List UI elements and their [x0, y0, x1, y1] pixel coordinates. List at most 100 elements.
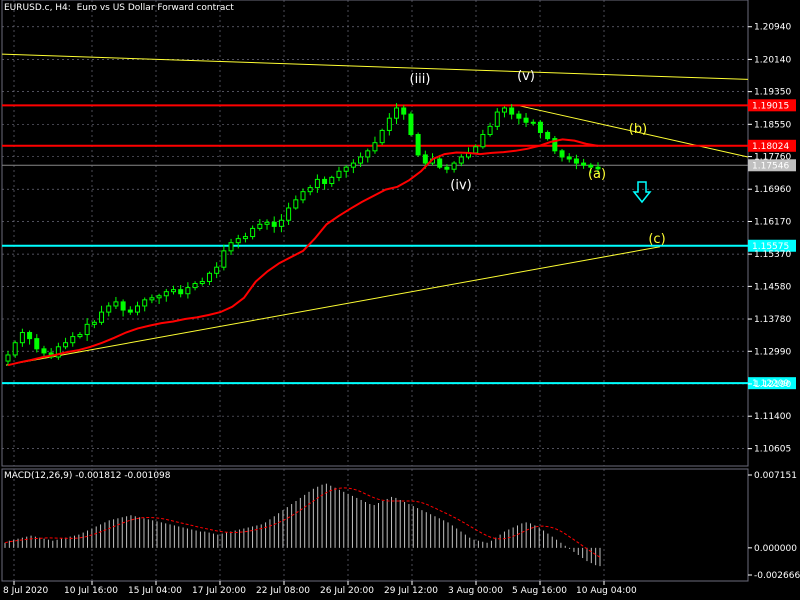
- candle: [408, 111, 414, 137]
- candle-body: [494, 111, 500, 127]
- candle: [480, 129, 486, 149]
- candle: [199, 277, 205, 286]
- wave-label: (v): [517, 69, 535, 84]
- candle-body: [278, 219, 284, 227]
- candle-body: [84, 323, 90, 336]
- candle-body: [350, 162, 356, 168]
- candle: [458, 154, 464, 167]
- candle-body: [206, 272, 212, 282]
- candle: [63, 337, 69, 350]
- candle: [278, 214, 284, 233]
- candle: [55, 342, 61, 360]
- time-tick-label: 8 Jul 2020: [3, 586, 48, 596]
- candle-body: [250, 227, 256, 238]
- time-tick-label: 22 Jul 08:00: [256, 586, 310, 596]
- candle-body: [63, 342, 69, 348]
- candle-body: [293, 199, 299, 209]
- candle: [156, 293, 162, 304]
- arrow-shape: [632, 181, 652, 204]
- level-label-bg: [748, 139, 796, 152]
- candle: [581, 158, 587, 169]
- candle-body: [437, 158, 443, 168]
- candle-body: [286, 207, 292, 221]
- candle: [264, 219, 270, 230]
- moving-average: [7, 138, 599, 367]
- candle: [91, 320, 97, 329]
- time-tick-label: 10 Aug 04:00: [576, 586, 637, 596]
- candle-body: [235, 238, 241, 244]
- time-tick-label: 10 Jul 16:00: [64, 586, 118, 596]
- candle-body: [70, 336, 76, 344]
- candle: [501, 106, 507, 118]
- candle: [185, 282, 191, 299]
- candle-body: [559, 150, 565, 158]
- candle: [336, 166, 342, 182]
- macd-signal-line: [4, 487, 601, 558]
- candle: [300, 188, 306, 204]
- candle: [120, 299, 126, 317]
- current-price-label: 1.17546: [752, 161, 789, 171]
- candle: [5, 350, 11, 366]
- macd-tick-label: 0.007151: [754, 471, 797, 481]
- candle: [537, 120, 543, 139]
- candle-body: [487, 125, 493, 136]
- candle-body: [242, 236, 248, 240]
- candle: [214, 262, 220, 279]
- candle: [358, 152, 364, 168]
- candle: [170, 285, 176, 295]
- wave-label: (b): [629, 122, 647, 137]
- candle-body: [300, 191, 306, 201]
- candle-body: [314, 178, 320, 189]
- candle: [343, 165, 349, 178]
- price-tick-label: 1.19350: [754, 88, 791, 98]
- candle-body: [120, 301, 126, 311]
- moving-average-line: [7, 138, 599, 367]
- candle: [573, 154, 579, 170]
- candle: [516, 110, 522, 125]
- candle-body: [271, 221, 277, 227]
- candle-body: [480, 134, 486, 148]
- candle-body: [106, 305, 112, 313]
- candle-body: [199, 280, 205, 285]
- price-tick-label: 1.17760: [754, 153, 791, 163]
- macd-tick-label: -0.002666: [754, 571, 800, 581]
- macd-label: MACD(12,26,9): [4, 471, 73, 481]
- candle: [106, 302, 112, 317]
- level-label-bg: [748, 377, 796, 390]
- candle-body: [530, 121, 536, 124]
- candle-body: [336, 170, 342, 178]
- horizontal-levels: 1.19015 1.18024 1.15575 1.12209 1.17546: [2, 99, 796, 390]
- candle: [365, 148, 371, 163]
- candle-body: [34, 338, 40, 350]
- candle: [394, 103, 400, 125]
- candle: [552, 136, 558, 154]
- macd-frame: [1, 468, 749, 582]
- candle-body: [386, 117, 392, 131]
- candle-body: [566, 156, 572, 160]
- candle-body: [163, 291, 169, 297]
- candle: [235, 234, 241, 249]
- candle: [451, 161, 457, 173]
- candle: [437, 154, 443, 170]
- candle: [329, 175, 335, 187]
- candle: [242, 232, 248, 243]
- candle-body: [501, 107, 507, 113]
- candle-body: [5, 354, 11, 362]
- candle-body: [595, 166, 601, 170]
- candle-body: [322, 178, 328, 185]
- candle-body: [451, 162, 457, 170]
- candle: [221, 244, 227, 271]
- macd-title: MACD(12,26,9) -0.001812 -0.001098: [4, 471, 171, 481]
- time-tick-label: 5 Aug 16:00: [512, 586, 567, 596]
- time-tick-label: 3 Aug 00:00: [448, 586, 503, 596]
- candle-body: [156, 295, 162, 299]
- candle: [206, 271, 212, 286]
- candle-body: [257, 223, 263, 229]
- candle: [142, 297, 148, 312]
- macd-tick-label: 0.000000: [754, 544, 797, 554]
- candle: [286, 202, 292, 226]
- trendline: [519, 105, 749, 158]
- candle-body: [509, 107, 515, 115]
- macd-panel: 0.007151 0.000000 -0.002666: [4, 471, 800, 581]
